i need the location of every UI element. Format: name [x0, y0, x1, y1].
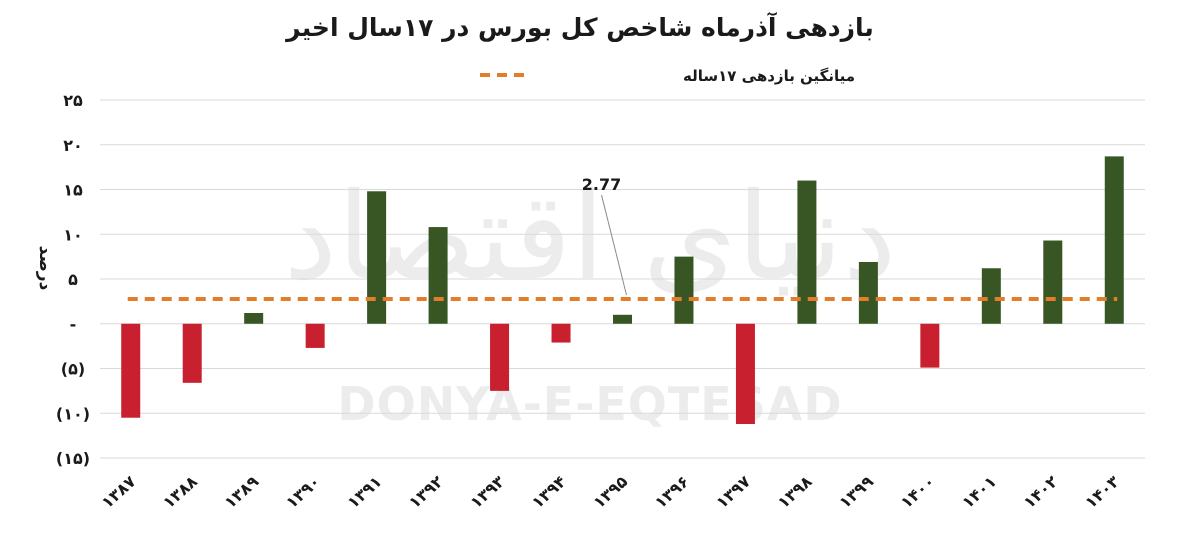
y-tick-label: - — [70, 315, 77, 334]
bar — [858, 261, 878, 324]
y-tick-label: (۵) — [61, 360, 85, 379]
x-tick-label: ۱۳۹۲ — [405, 472, 447, 512]
x-tick-label: ۱۳۹۶ — [651, 472, 693, 512]
bar — [428, 227, 448, 324]
x-tick-label: ۱۳۹۰ — [282, 472, 324, 512]
y-tick-label: (۱۰) — [56, 404, 90, 423]
bar — [551, 323, 571, 343]
bar — [1043, 240, 1063, 324]
y-tick-label: (۱۵) — [56, 449, 90, 468]
x-tick-label: ۱۳۹۷ — [712, 472, 754, 512]
bar — [244, 313, 264, 324]
average-value-label: 2.77 — [582, 175, 621, 194]
x-tick-label: ۱۳۸۷ — [98, 472, 140, 512]
bar — [920, 323, 940, 368]
bar — [613, 314, 632, 324]
x-tick-label: ۱۳۹۱ — [344, 472, 386, 512]
y-axis-label: درصد — [35, 246, 55, 291]
x-tick-label: ۱۳۸۹ — [221, 472, 263, 512]
legend-average-label: میانگین بازدهی ۱۷ساله — [683, 67, 855, 85]
bar — [305, 323, 325, 348]
bar — [1104, 156, 1124, 324]
y-tick-label: ۱۵ — [63, 181, 83, 200]
bar — [367, 191, 387, 324]
x-tick-label: ۱۴۰۱ — [958, 472, 1000, 512]
x-tick-label: ۱۳۹۴ — [528, 472, 570, 512]
y-tick-label: ۵ — [68, 270, 78, 289]
bar — [182, 323, 202, 383]
x-axis-ticks: ۱۳۸۷ ۱۳۸۸ ۱۳۸۹ ۱۳۹۰ ۱۳۹۱ ۱۳۹۲ ۱۳۹۳ ۱۳۹۴ ۱۳۹۵ ۱۳۹۶… — [98, 472, 1123, 512]
bar — [674, 256, 694, 324]
x-tick-label: ۱۳۸۸ — [159, 472, 201, 512]
x-tick-label: ۱۴۰۲ — [1020, 472, 1062, 512]
y-tick-label: ۲۰ — [63, 136, 83, 155]
average-line-group: 2.77 — [127, 175, 1118, 301]
chart-title: بازدهی آذرماه شاخص کل بورس در ۱۷سال اخیر — [284, 12, 874, 43]
x-tick-label: ۱۳۹۳ — [466, 472, 508, 512]
y-axis-ticks: ۲۵ ۲۰ ۱۵ ۱۰ ۵ - (۵) (۱۰) (۱۵) — [56, 91, 90, 468]
y-tick-label: ۱۰ — [63, 225, 83, 244]
bar — [121, 323, 141, 418]
x-tick-label: ۱۳۹۵ — [589, 472, 631, 512]
y-tick-label: ۲۵ — [63, 91, 83, 110]
bar — [797, 180, 817, 324]
x-tick-label: ۱۴۰۰ — [897, 472, 939, 512]
legend: میانگین بازدهی ۱۷ساله — [480, 67, 855, 85]
average-callout-leader — [601, 194, 627, 296]
x-tick-label: ۱۳۹۸ — [774, 472, 816, 512]
x-tick-label: ۱۳۹۹ — [835, 472, 877, 512]
bar — [490, 323, 510, 391]
bar — [735, 323, 755, 424]
bar — [981, 268, 1001, 324]
x-tick-label: ۱۴۰۳ — [1081, 472, 1123, 512]
watermark-latin: DONYA-E-EQTESAD — [337, 377, 842, 431]
